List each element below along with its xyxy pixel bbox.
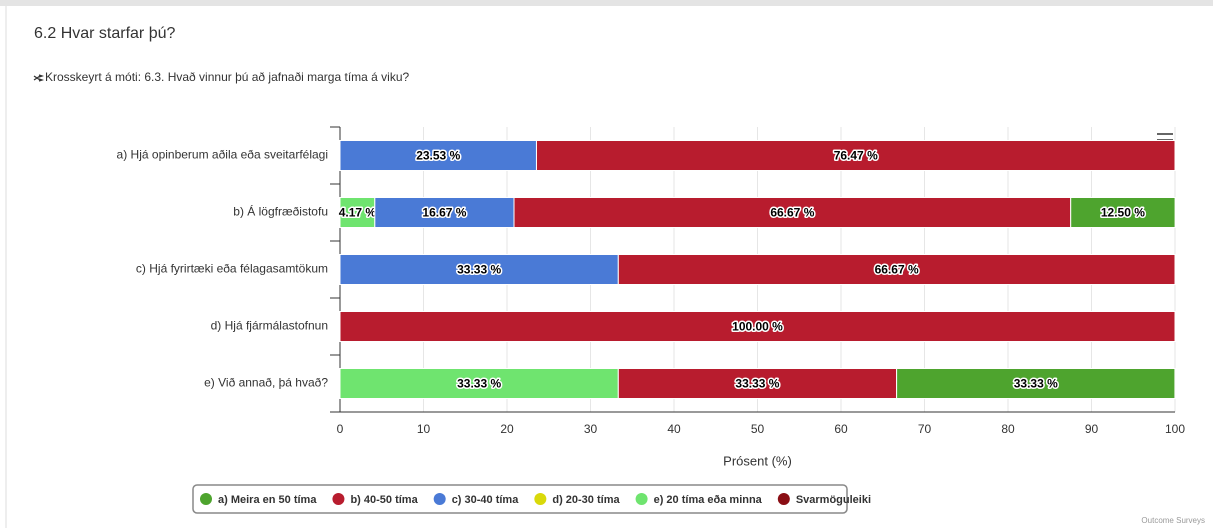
bar-segment [1070, 197, 1176, 228]
value-label: 16.67 % [422, 206, 466, 220]
value-label: 33.33 % [1014, 377, 1058, 391]
x-tick-label: 20 [500, 422, 514, 436]
x-tick-label: 80 [1001, 422, 1015, 436]
legend-marker[interactable] [433, 493, 446, 505]
legend-marker[interactable] [332, 493, 345, 505]
legend-marker[interactable] [200, 493, 212, 505]
x-tick-label: 100 [1165, 422, 1185, 436]
value-label: 23.53 % [416, 149, 460, 163]
value-label: 4.17 % [339, 206, 377, 220]
x-tick-label: 60 [834, 422, 848, 436]
bar-segment [339, 368, 619, 399]
x-tick-label: 40 [667, 422, 681, 436]
y-tick-label: e) Við annað, þá hvað? [204, 376, 328, 390]
bar-segment [339, 311, 1176, 342]
crosstab-icon [33, 74, 45, 82]
x-tick-label: 90 [1085, 422, 1099, 436]
y-tick-label: d) Hjá fjármálastofnun [211, 319, 328, 333]
y-tick-label: a) Hjá opinberum aðila eða sveitarfélagi [117, 148, 328, 162]
bar-segment [339, 197, 376, 228]
value-label: 66.67 % [875, 263, 919, 277]
x-tick-label: 10 [417, 422, 431, 436]
legend-label[interactable]: d) 20-30 tíma [552, 494, 620, 506]
x-tick-label: 70 [918, 422, 932, 436]
legend-label[interactable]: Svarmöguleiki [796, 494, 871, 506]
y-tick-label: c) Hjá fyrirtæki eða félagasamtökum [136, 262, 328, 276]
value-label: 33.33 % [457, 263, 501, 277]
credit: Outcome Surveys [1141, 516, 1205, 525]
bar-segment [374, 197, 515, 228]
bar-segment [339, 254, 619, 285]
legend-marker[interactable] [777, 493, 790, 505]
bar-segment [617, 254, 1176, 285]
page-title: 6.2 Hvar starfar þú? [34, 25, 176, 42]
legend-label[interactable]: c) 30-40 tíma [452, 494, 520, 506]
bar-segment [617, 368, 898, 399]
x-tick-label: 50 [751, 422, 765, 436]
value-label: 33.33 % [735, 377, 779, 391]
legend-marker[interactable] [534, 493, 547, 505]
legend-label[interactable]: a) Meira en 50 tíma [218, 494, 317, 506]
x-axis-title: Prósent (%) [723, 453, 792, 468]
legend-label[interactable]: b) 40-50 tíma [350, 494, 418, 506]
value-label: 76.47 % [834, 149, 878, 163]
value-label: 66.67 % [770, 206, 814, 220]
value-label: 100.00 % [732, 320, 783, 334]
bar-segment [535, 140, 1176, 171]
x-tick-label: 0 [337, 422, 344, 436]
x-tick-label: 30 [584, 422, 598, 436]
legend-label[interactable]: e) 20 tíma eða minna [654, 494, 763, 506]
legend-box [192, 484, 848, 514]
bar-segment [896, 368, 1176, 399]
y-tick-label: b) Á lögfræðistofu [233, 204, 328, 219]
value-label: 12.50 % [1101, 206, 1145, 220]
value-label: 33.33 % [457, 377, 501, 391]
legend-marker[interactable] [635, 493, 648, 505]
subtitle: Krosskeyrt á móti: 6.3. Hvað vinnur þú a… [45, 70, 409, 84]
